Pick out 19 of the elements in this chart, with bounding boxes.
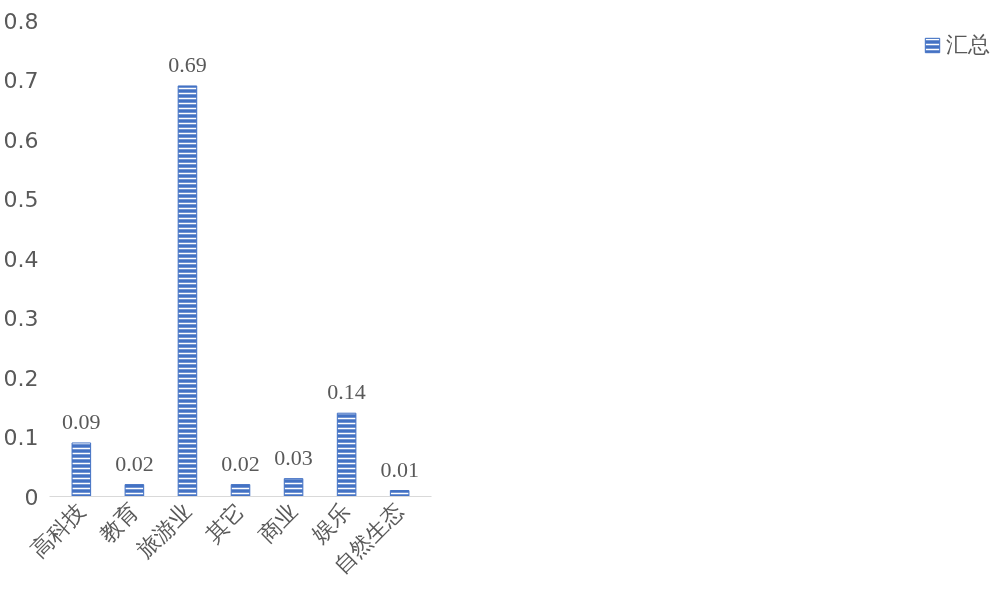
y-tick-label: 0.1 [3, 425, 39, 450]
data-label: 0.14 [327, 379, 366, 405]
y-tick-label: 0.7 [3, 68, 39, 93]
y-tick-label: 0.8 [3, 8, 39, 34]
y-tick-label: 0.5 [3, 187, 39, 212]
legend-label: 汇总 [946, 31, 990, 59]
data-label: 0.02 [221, 450, 260, 476]
data-label: 0.02 [115, 450, 154, 476]
y-tick-label: 0 [24, 484, 39, 510]
x-tick-label: 其它 [200, 498, 250, 548]
data-label: 0.03 [274, 444, 313, 470]
x-tick-label: 商业 [253, 498, 303, 548]
y-tick-label: 0.2 [3, 365, 39, 391]
data-label: 0.69 [168, 51, 207, 77]
y-tick-label: 0.4 [3, 246, 39, 272]
y-tick-label: 0.3 [3, 306, 39, 331]
y-tick-label: 0.6 [3, 127, 39, 153]
data-label: 0.01 [380, 456, 419, 482]
data-label: 0.09 [62, 408, 101, 434]
